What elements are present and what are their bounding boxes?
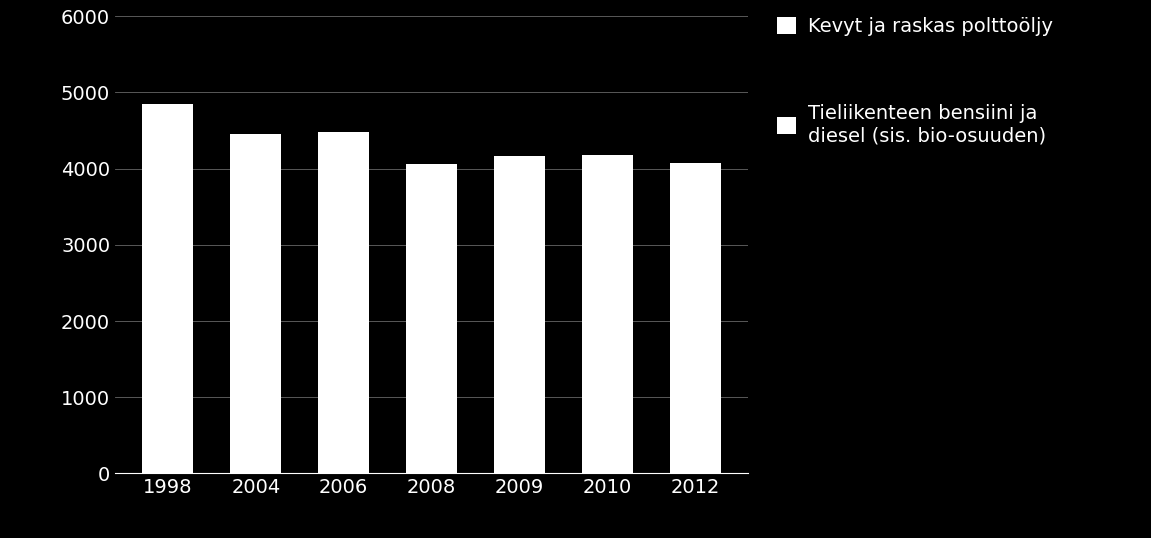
Bar [494, 155, 546, 473]
Bar [143, 104, 193, 473]
Bar [670, 163, 721, 473]
Legend: Kevyt ja raskas polttoöljy, Tieliikenteen bensiini ja
diesel (sis. bio-osuuden): Kevyt ja raskas polttoöljy, Tieliikentee… [777, 17, 1053, 145]
Bar [406, 164, 457, 473]
Bar [582, 155, 633, 473]
Bar [230, 134, 281, 473]
Bar [318, 132, 369, 473]
